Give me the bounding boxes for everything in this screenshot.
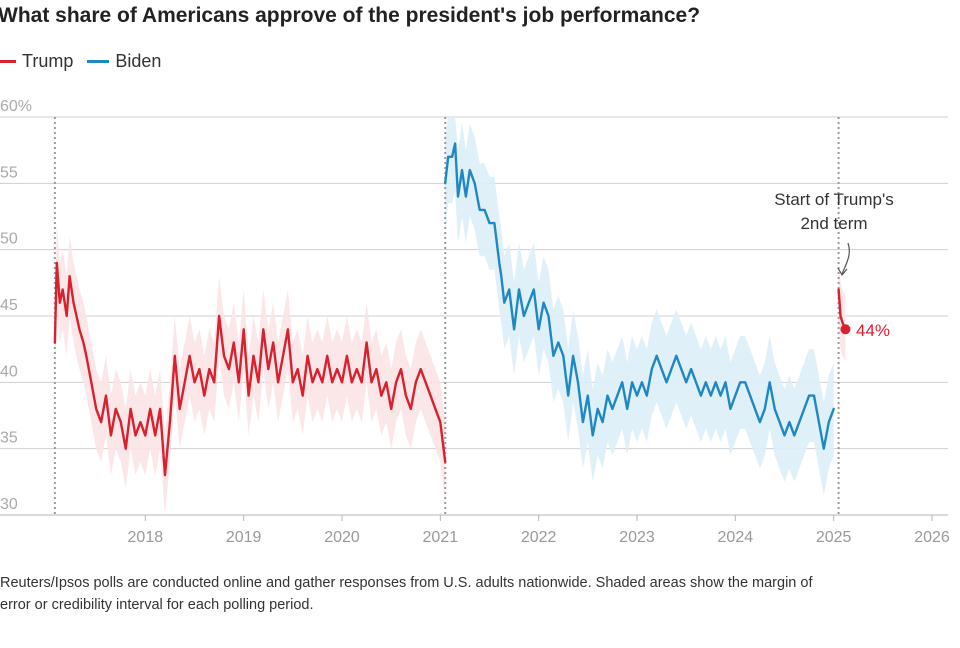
y-tick-label-40: 40 bbox=[0, 363, 18, 380]
legend-item-biden: Biden bbox=[87, 51, 161, 72]
legend-item-trump: Trump bbox=[0, 51, 73, 72]
x-tick-label-2021: 2021 bbox=[423, 529, 459, 546]
legend-swatch-biden bbox=[87, 60, 110, 63]
x-tick-label-2018: 2018 bbox=[128, 529, 164, 546]
y-tick-label-50: 50 bbox=[0, 231, 18, 248]
approval-chart: 60% 55 50 45 40 35 30 2018 2019 2020 2021 2022 2023 2… bbox=[0, 98, 950, 546]
band-1 bbox=[445, 117, 834, 496]
x-tick-label-2026: 2026 bbox=[914, 529, 950, 546]
series-line-1 bbox=[444, 142, 835, 450]
annotation-arrowhead bbox=[837, 267, 848, 277]
y-tick-label-45: 45 bbox=[0, 297, 18, 314]
x-tick-label-2024: 2024 bbox=[718, 529, 754, 546]
footnote-line-2: error or credibility interval for each p… bbox=[0, 597, 314, 613]
band-layer bbox=[54, 117, 846, 515]
series-line-0 bbox=[53, 261, 447, 477]
footnote: Reuters/Ipsos polls are conducted online… bbox=[0, 572, 940, 616]
legend-label-biden: Biden bbox=[115, 51, 162, 71]
y-tick-label-30: 30 bbox=[0, 496, 18, 513]
band-0 bbox=[54, 223, 446, 515]
y-tick-label-55: 55 bbox=[0, 164, 18, 181]
annotation-arrow bbox=[841, 242, 850, 275]
legend-swatch-trump bbox=[0, 60, 16, 63]
line-layer bbox=[53, 142, 851, 477]
legend-label-trump: Trump bbox=[22, 51, 74, 71]
axis-layer: 60% 55 50 45 40 35 30 2018 2019 2020 2021 2022 2023 2… bbox=[0, 98, 950, 546]
y-tick-label-35: 35 bbox=[0, 430, 18, 447]
footnote-line-1: Reuters/Ipsos polls are conducted online… bbox=[0, 575, 813, 591]
x-tick-label-2020: 2020 bbox=[324, 529, 360, 546]
y-tick-label-60: 60% bbox=[0, 98, 32, 115]
annotation-line-1: Start of Trump's bbox=[774, 190, 893, 209]
chart-title: What share of Americans approve of the p… bbox=[0, 4, 701, 27]
band-2 bbox=[838, 256, 846, 363]
x-tick-label-2025: 2025 bbox=[816, 529, 852, 546]
end-value-label: 44% bbox=[856, 321, 890, 340]
x-tick-label-2023: 2023 bbox=[619, 529, 655, 546]
x-tick-label-2022: 2022 bbox=[521, 529, 557, 546]
legend: Trump Biden bbox=[0, 51, 175, 72]
annotation-layer: Start of Trump's 2nd term 44% bbox=[774, 190, 893, 340]
x-tick-label-2019: 2019 bbox=[226, 529, 262, 546]
end-point-dot bbox=[840, 324, 851, 335]
annotation-line-2: 2nd term bbox=[800, 214, 867, 233]
